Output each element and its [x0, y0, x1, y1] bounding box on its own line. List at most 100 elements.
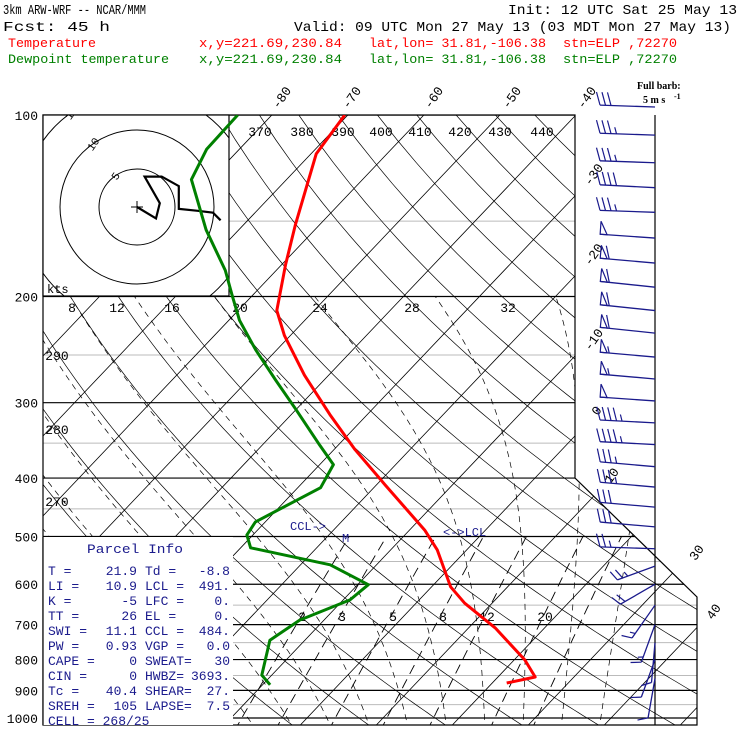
- scale-label: 12: [109, 301, 125, 316]
- dry-adiabat: [509, 115, 697, 725]
- pressure-tick-label: 400: [15, 472, 38, 487]
- wind-barb: [611, 583, 656, 605]
- barb-pennant: [599, 268, 609, 283]
- model-title: 3km ARW-WRF -- NCAR/MMM: [3, 3, 146, 19]
- pressure-tick-label: 600: [15, 578, 38, 593]
- barb-staff: [600, 257, 656, 264]
- mixing-ratio-label: 12: [479, 610, 495, 625]
- scale-label: 16: [164, 301, 180, 316]
- isotherm-label: -70: [339, 84, 365, 112]
- wind-barb: [595, 197, 656, 213]
- parcel-field: 27.: [207, 684, 230, 699]
- pressure-tick-label: 300: [15, 397, 38, 412]
- pressure-tick-label: 200: [15, 291, 38, 306]
- barb-full: [607, 407, 612, 421]
- parcel-field: 0.: [214, 609, 230, 624]
- parcel-field: 105: [114, 699, 137, 714]
- init-time: Init: 12 UTC Sat 25 May 13: [508, 3, 737, 19]
- wind-barb: [595, 533, 656, 550]
- barb-full: [606, 292, 610, 306]
- parcel-field: LI =: [48, 579, 79, 594]
- barb-staff: [600, 132, 656, 136]
- dry-adiabat: [127, 115, 697, 725]
- barb-full: [596, 406, 601, 421]
- barb-staff: [600, 304, 656, 312]
- hodograph-box: [42, 114, 230, 297]
- barb-full: [601, 147, 607, 162]
- barb-key: Full barb: 5 m s -1: [637, 81, 681, 106]
- wind-barb: [621, 604, 656, 639]
- parcel-info: Parcel Info T = 21.9 Td = -8.8 LI = 10.9 LCL =…: [48, 542, 230, 729]
- wind-barb: [595, 119, 656, 136]
- barb-pennant: [599, 245, 609, 260]
- theta-label: 420: [448, 125, 471, 140]
- isotherm: [370, 115, 697, 725]
- profiles: [189, 115, 537, 686]
- pressure-tick-label: 900: [15, 684, 38, 699]
- theta-label: 280: [45, 423, 68, 438]
- barb-staff: [600, 419, 656, 424]
- isotherm-label: 40: [704, 601, 725, 622]
- parcel-field: 491.: [199, 579, 230, 594]
- wind-barbs: [595, 91, 656, 721]
- wind-barb: [630, 624, 656, 664]
- wind-barb: [596, 488, 656, 508]
- wind-barb: [599, 383, 656, 402]
- dry-adiabat: [89, 115, 697, 725]
- pressure-tick-label: 100: [15, 109, 38, 124]
- barb-staff: [631, 604, 656, 639]
- parcel-field: 10.9: [106, 579, 137, 594]
- barb-staff: [600, 104, 656, 108]
- wind-barb: [599, 314, 656, 334]
- parcel-field: T =: [48, 564, 72, 579]
- dry-adiabat: [547, 115, 697, 725]
- wind-barb: [599, 221, 656, 239]
- wind-barb: [637, 678, 656, 721]
- parcel-field: 7.5: [207, 699, 230, 714]
- mixing-ratio-label: 20: [537, 610, 553, 625]
- parcel-field: Tc =: [48, 684, 79, 699]
- theta-label: 290: [45, 349, 68, 364]
- parcel-field: CCL =: [145, 624, 184, 639]
- barb-full: [601, 120, 607, 134]
- barb-full: [602, 509, 607, 523]
- theta-label: 270: [45, 495, 68, 510]
- barb-key-line2: 5 m s: [643, 95, 665, 106]
- barb-full: [614, 569, 624, 579]
- parcel-field: 0: [129, 669, 137, 684]
- barb-pennant: [599, 221, 609, 236]
- hodograph-ring-label: 15: [64, 105, 81, 123]
- hodograph-trace: [136, 175, 222, 222]
- barb-half: [619, 436, 623, 443]
- barb-full: [601, 533, 607, 548]
- barb-staff: [600, 546, 656, 550]
- parcel-field: K =: [48, 594, 72, 609]
- hodograph-units: kts: [47, 283, 69, 297]
- barb-full: [612, 172, 618, 186]
- isotherm-label: -80: [269, 84, 295, 112]
- barb-full: [606, 314, 610, 329]
- dry-adiabat: [318, 115, 697, 725]
- parcel-field: 0: [129, 654, 137, 669]
- parcel-field: LFC =: [145, 594, 184, 609]
- scale-label: 24: [312, 301, 328, 316]
- parcel-info-box: [43, 537, 233, 725]
- barb-pennant: [599, 314, 609, 329]
- pressure-tick-label: 500: [15, 530, 38, 545]
- parcel-field: 40.4: [106, 684, 137, 699]
- barb-full: [601, 406, 607, 421]
- isotherm-label: -40: [574, 84, 600, 112]
- isotherm-label: -50: [499, 84, 525, 112]
- barb-full: [596, 171, 601, 185]
- barb-staff: [600, 461, 656, 468]
- moist-adiabat: [214, 296, 448, 725]
- barb-staff: [647, 678, 656, 719]
- hodograph-ring: [98, 168, 176, 246]
- barb-half: [614, 476, 618, 484]
- barb-pennant: [599, 383, 609, 399]
- scale-label: 28: [404, 301, 420, 316]
- mixing-ratio-label: 5: [389, 610, 397, 625]
- moist-adiabat: [598, 296, 654, 725]
- isotherm-label: -20: [581, 241, 607, 269]
